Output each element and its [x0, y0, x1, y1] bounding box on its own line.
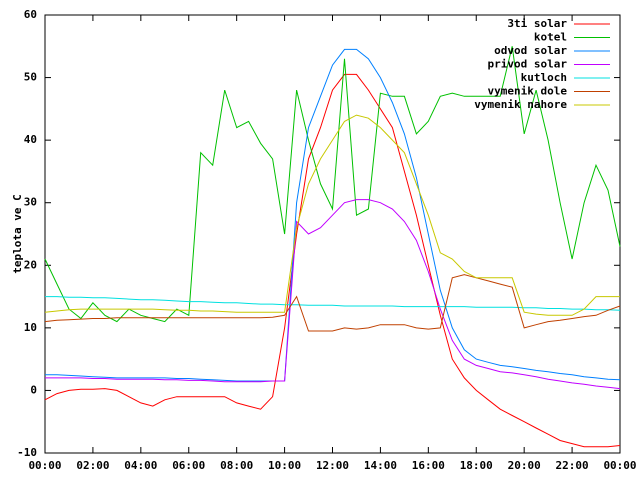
y-tick-label: -10	[17, 446, 37, 459]
series-line	[44, 73, 621, 448]
y-axis-label: teplota ve C	[11, 194, 24, 273]
x-tick-label: 00:00	[28, 459, 61, 472]
x-tick-label: 10:00	[268, 459, 301, 472]
legend-label: kotel	[534, 31, 567, 44]
x-tick-label: 00:00	[603, 459, 636, 472]
x-tick-label: 06:00	[172, 459, 205, 472]
series-line	[45, 296, 621, 311]
series-line	[45, 199, 621, 390]
series-line	[45, 48, 621, 382]
y-tick-label: 20	[24, 258, 37, 271]
x-tick-label: 08:00	[220, 459, 253, 472]
y-tick-label: 30	[24, 196, 37, 209]
x-tick-label: 16:00	[412, 459, 445, 472]
legend-label: 3ti solar	[507, 17, 567, 30]
legend-label: vymenik dole	[488, 85, 568, 98]
series-line	[44, 114, 620, 316]
y-tick-label: 60	[24, 8, 37, 21]
x-tick-label: 18:00	[460, 459, 493, 472]
series-line	[44, 46, 621, 323]
x-tick-label: 22:00	[556, 459, 589, 472]
legend-label: odvod solar	[494, 44, 567, 57]
x-tick-label: 20:00	[508, 459, 541, 472]
x-tick-label: 02:00	[76, 459, 109, 472]
legend-label: kutloch	[521, 71, 567, 84]
y-tick-label: 10	[24, 321, 37, 334]
legend-label: vymenik nahore	[474, 98, 567, 111]
x-tick-label: 04:00	[124, 459, 157, 472]
x-tick-label: 12:00	[316, 459, 349, 472]
x-tick-label: 14:00	[364, 459, 397, 472]
y-tick-label: 0	[30, 383, 37, 396]
y-tick-label: 50	[24, 71, 37, 84]
legend-label: privod solar	[488, 58, 568, 71]
series-line	[44, 274, 621, 332]
y-tick-label: 40	[24, 133, 37, 146]
